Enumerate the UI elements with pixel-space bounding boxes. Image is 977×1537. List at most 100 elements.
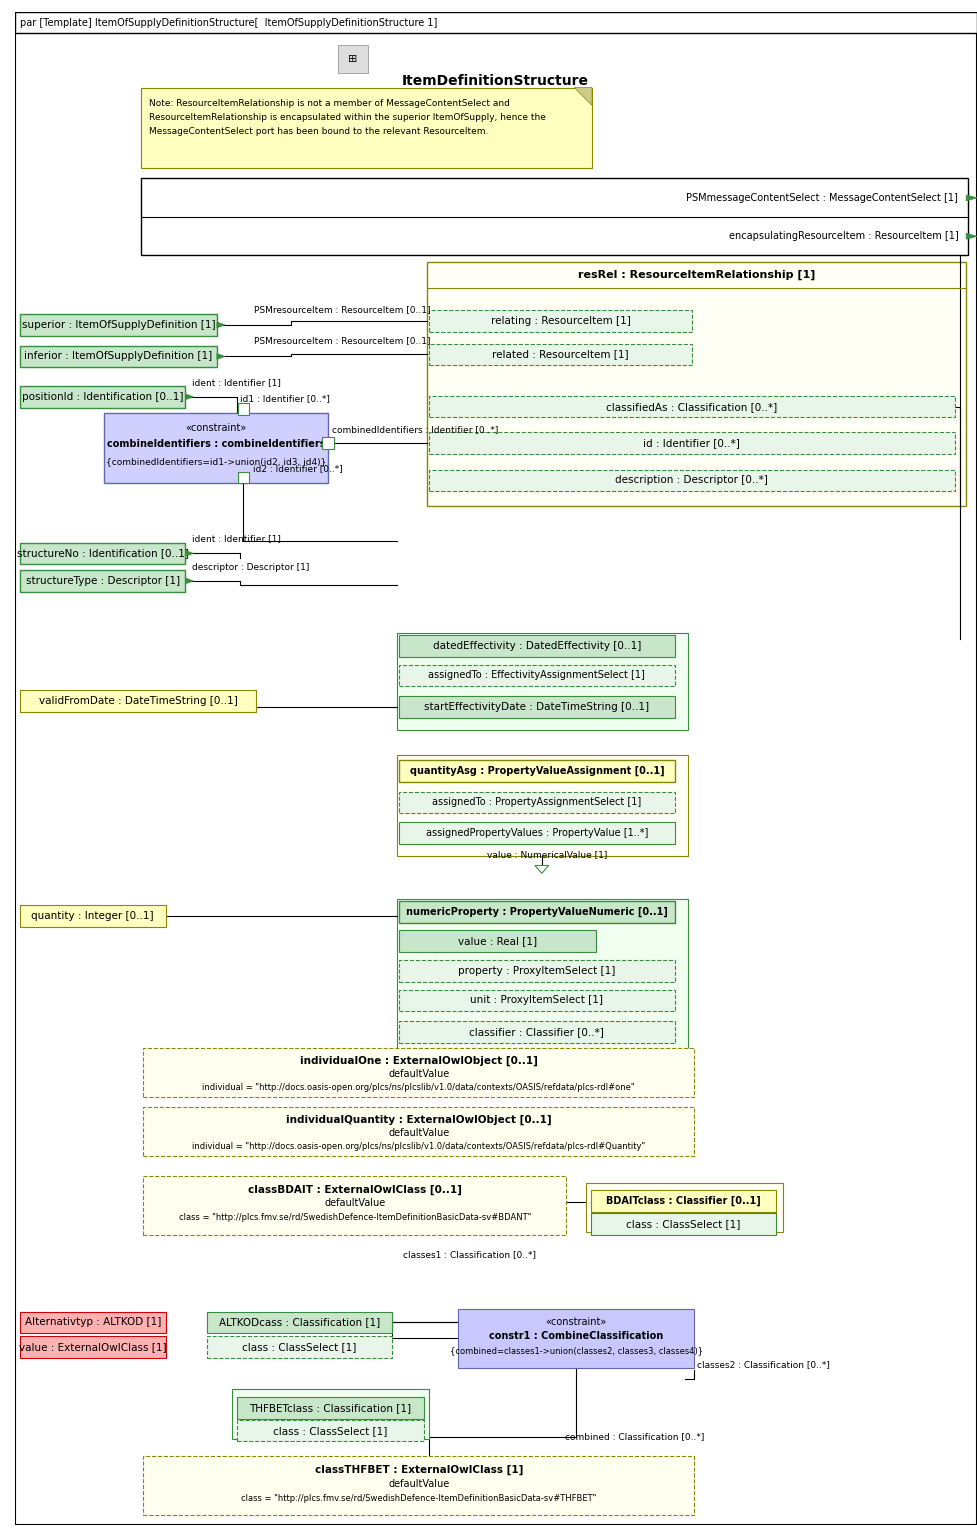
Text: THFBETclass : Classification [1]: THFBETclass : Classification [1] [249,1403,411,1413]
Text: related : ResourceItem [1]: related : ResourceItem [1] [492,349,629,360]
Text: par [Template] ItemOfSupplyDefinitionStructure[  ItemOfSupplyDefinitionStructure: par [Template] ItemOfSupplyDefinitionStr… [20,17,438,28]
Text: constr1 : CombineClassification: constr1 : CombineClassification [489,1331,663,1342]
Text: id : Identifier [0..*]: id : Identifier [0..*] [643,438,740,449]
Bar [399,990,675,1011]
Bar [399,635,675,656]
Text: PSMresourceItem : ResourceItem [0..1]: PSMresourceItem : ResourceItem [0..1] [254,337,431,346]
Bar [20,690,256,712]
Text: encapsulatingResourceItem : ResourceItem [1]: encapsulatingResourceItem : ResourceItem… [729,231,958,241]
Text: validFromDate : DateTimeString [0..1]: validFromDate : DateTimeString [0..1] [39,696,237,705]
Bar [236,1397,424,1419]
Bar [399,822,675,844]
Bar [207,1311,392,1333]
Bar [141,178,968,255]
Bar [20,905,166,927]
Text: value : Real [1]: value : Real [1] [458,936,537,947]
Polygon shape [186,550,193,556]
Text: superior : ItemOfSupplyDefinition [1]: superior : ItemOfSupplyDefinition [1] [21,320,215,330]
Bar [429,432,956,453]
Text: assignedTo : EffectivityAssignmentSelect [1]: assignedTo : EffectivityAssignmentSelect… [429,670,646,681]
Text: ItemDefinitionStructure: ItemDefinitionStructure [402,74,589,88]
Bar [399,961,675,982]
Polygon shape [186,578,193,584]
Text: structureType : Descriptor [1]: structureType : Descriptor [1] [25,576,180,586]
Bar [397,899,688,1054]
Text: property : ProxyItemSelect [1]: property : ProxyItemSelect [1] [458,965,616,976]
Text: defaultValue: defaultValue [388,1128,449,1139]
Bar [143,1176,567,1234]
Text: classes1 : Classification [0..*]: classes1 : Classification [0..*] [403,1250,536,1259]
Bar [15,12,977,34]
Polygon shape [966,234,977,240]
Polygon shape [217,321,225,327]
Text: unit : ProxyItemSelect [1]: unit : ProxyItemSelect [1] [470,996,604,1005]
Text: combined : Classification [0..*]: combined : Classification [0..*] [565,1432,704,1442]
Text: ALTKODcass : Classification [1]: ALTKODcass : Classification [1] [219,1317,380,1328]
Text: {combinedIdentifiers=id1->union(id2, id3, id4)}: {combinedIdentifiers=id1->union(id2, id3… [106,458,326,466]
Bar [397,755,688,856]
Bar [20,386,186,407]
Bar [429,397,956,418]
Text: ⊞: ⊞ [348,54,358,65]
Text: «constraint»: «constraint» [545,1317,607,1328]
Text: classifiedAs : Classification [0..*]: classifiedAs : Classification [0..*] [606,401,777,412]
Bar [143,1107,695,1156]
Text: individual = "http://docs.oasis-open.org/plcs/ns/plcslib/v1.0/data/contexts/OASI: individual = "http://docs.oasis-open.org… [202,1082,635,1091]
Bar [20,1311,166,1333]
Text: classes2 : Classification [0..*]: classes2 : Classification [0..*] [698,1360,830,1369]
Bar [399,901,675,922]
Bar [586,1182,783,1231]
Bar [322,437,334,449]
Text: class : ClassSelect [1]: class : ClassSelect [1] [273,1426,387,1436]
Text: inferior : ItemOfSupplyDefinition [1]: inferior : ItemOfSupplyDefinition [1] [24,352,213,361]
Text: ResourceItemRelationship is encapsulated within the superior ItemOfSupply, hence: ResourceItemRelationship is encapsulated… [149,114,546,123]
Bar [429,470,956,492]
Bar [143,1048,695,1097]
Text: individual = "http://docs.oasis-open.org/plcs/ns/plcslib/v1.0/data/contexts/OASI: individual = "http://docs.oasis-open.org… [192,1142,646,1151]
Bar [236,1420,424,1442]
Polygon shape [217,354,225,360]
Bar [397,633,688,730]
Bar [399,1021,675,1042]
Bar [399,696,675,718]
Text: class = "http://plcs.fmv.se/rd/SwedishDefence-ItemDefinitionBasicData-sv#THFBET": class = "http://plcs.fmv.se/rd/SwedishDe… [241,1494,596,1503]
Bar [232,1389,429,1439]
Bar [20,314,217,335]
Text: combinedIdentifiers : Identifier [0..*]: combinedIdentifiers : Identifier [0..*] [332,426,498,435]
Polygon shape [534,865,549,873]
Text: combineIdentifiers : combineIdentifiers: combineIdentifiers : combineIdentifiers [106,440,325,449]
Text: value : NumericalValue [1]: value : NumericalValue [1] [487,850,607,859]
Bar [399,792,675,813]
Text: id2 : Identifier [0..*]: id2 : Identifier [0..*] [253,464,343,473]
Text: defaultValue: defaultValue [388,1070,449,1079]
Text: ident : Identifier [1]: ident : Identifier [1] [192,378,281,387]
Bar [399,761,675,782]
Polygon shape [966,195,977,201]
Text: description : Descriptor [0..*]: description : Descriptor [0..*] [616,475,768,486]
Text: assignedTo : PropertyAssignmentSelect [1]: assignedTo : PropertyAssignmentSelect [1… [432,798,642,807]
Text: startEffectivityDate : DateTimeString [0..1]: startEffectivityDate : DateTimeString [0… [424,702,650,712]
Text: quantity : Integer [0..1]: quantity : Integer [0..1] [31,911,154,921]
Text: individualOne : ExternalOwlObject [0..1]: individualOne : ExternalOwlObject [0..1] [300,1056,537,1065]
Polygon shape [186,393,193,400]
Text: structureNo : Identification [0..1]: structureNo : Identification [0..1] [17,549,189,558]
Bar [237,472,249,484]
Bar [104,412,328,484]
Bar [207,1336,392,1357]
Text: relating : ResourceItem [1]: relating : ResourceItem [1] [490,317,630,326]
Text: descriptor : Descriptor [1]: descriptor : Descriptor [1] [192,563,310,572]
Text: datedEffectivity : DatedEffectivity [0..1]: datedEffectivity : DatedEffectivity [0..… [433,641,641,650]
Text: quantityAsg : PropertyValueAssignment [0..1]: quantityAsg : PropertyValueAssignment [0… [409,765,664,776]
Bar [20,570,186,592]
Bar [143,1456,695,1515]
Bar [591,1191,776,1213]
Text: assignedPropertyValues : PropertyValue [1..*]: assignedPropertyValues : PropertyValue [… [426,828,648,838]
Bar [458,1308,695,1368]
Bar [399,664,675,687]
Bar [20,346,217,367]
Bar [338,45,367,72]
Text: classifier : Classifier [0..*]: classifier : Classifier [0..*] [469,1027,605,1037]
Text: BDAITclass : Classifier [0..1]: BDAITclass : Classifier [0..1] [606,1196,761,1207]
Text: {combined=classes1->union(classes2, classes3, classes4)}: {combined=classes1->union(classes2, clas… [449,1346,702,1356]
Text: classBDAIT : ExternalOwlClass [0..1]: classBDAIT : ExternalOwlClass [0..1] [248,1185,462,1194]
